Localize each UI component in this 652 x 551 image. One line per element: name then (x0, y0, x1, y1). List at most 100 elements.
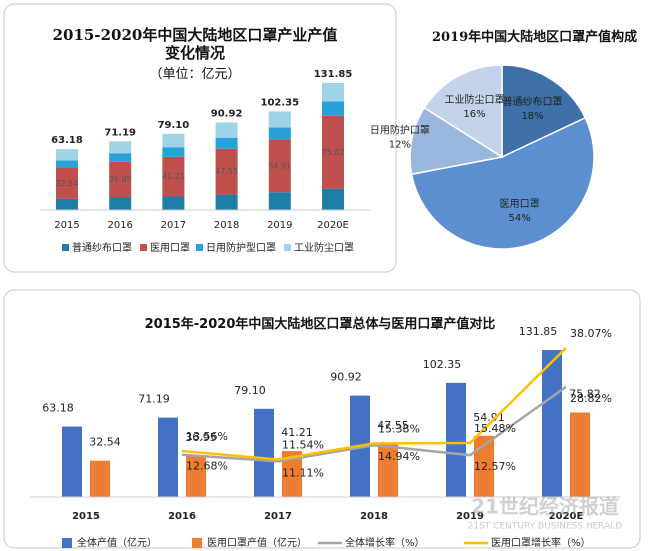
legend-swatch (284, 244, 291, 251)
bar-segment (268, 127, 291, 140)
slice-value: 18% (521, 111, 543, 122)
bar-segment (215, 148, 238, 195)
watermark: 21ST CENTURY BUSINESS HERALD (468, 522, 623, 532)
value-label: 79.10 (234, 384, 266, 397)
x-tick-label: 2016 (107, 220, 132, 231)
segment-label: 36.95 (109, 175, 132, 184)
bar (474, 435, 494, 497)
legend-swatch (192, 538, 202, 548)
bar-segment (215, 137, 238, 149)
value-label: 71.19 (138, 393, 170, 406)
legend-label: 全体增长率（%） (345, 536, 425, 549)
bar (186, 455, 206, 497)
legend-label: 医用口罩产值（亿元） (207, 536, 307, 549)
bar-segment (268, 139, 291, 193)
legend-label: 日用防护型口罩 (206, 241, 276, 254)
bar-segment (162, 147, 185, 157)
legend-swatch (62, 538, 72, 548)
value-label: 75.82 (569, 387, 601, 400)
watermark: 21世纪经济报道 (471, 495, 619, 519)
growth-label: 28.82% (570, 392, 612, 405)
growth-label: 14.94% (378, 450, 420, 463)
legend-swatch (62, 244, 69, 251)
bar-segment (322, 115, 344, 189)
total-label: 131.85 (314, 69, 353, 80)
x-tick-label: 2015 (72, 511, 100, 522)
pie-slice (423, 64, 503, 159)
total-label: 79.10 (158, 120, 190, 131)
total-label: 71.19 (104, 127, 136, 138)
x-tick-label: 2015 (54, 220, 79, 231)
segment-label: 47.55 (215, 167, 238, 176)
segment-label: 32.54 (56, 179, 79, 188)
legend-label: 全体产值（亿元） (77, 536, 157, 549)
growth-label: 11.11% (282, 466, 324, 479)
bar-segment (215, 194, 238, 210)
value-label: 41.21 (281, 426, 313, 439)
legend-swatch (196, 244, 203, 251)
x-tick-label: 2019 (456, 511, 484, 522)
bar-segment (109, 161, 132, 198)
bar-segment (56, 198, 78, 210)
chart-title: 2019年中国大陆地区口罩产值构成 (432, 30, 638, 45)
segment-label: 75.82 (322, 148, 345, 157)
value-label: 36.95 (185, 431, 217, 444)
segment-label: 54.91 (268, 161, 291, 170)
bar-segment (56, 160, 78, 168)
bar-segment (322, 188, 344, 210)
chart-title: 2015-2020年中国大陆地区口罩产业产值变化情况 (52, 26, 338, 62)
total-label: 90.92 (211, 108, 243, 119)
bar-segment (162, 156, 185, 197)
bar (378, 443, 398, 497)
legend-label: 工业防尘口罩 (294, 241, 354, 254)
x-tick-label: 2016 (168, 511, 196, 522)
value-label: 131.85 (519, 325, 558, 338)
value-label: 32.54 (89, 436, 121, 449)
panel (3, 3, 397, 273)
bar-segment (109, 197, 132, 210)
bar (446, 382, 466, 497)
bar (62, 426, 82, 497)
legend-label: 医用口罩增长率（%） (491, 536, 591, 549)
growth-label: 11.54% (282, 438, 324, 451)
growth-label: 12.68% (186, 460, 228, 473)
total-label: 63.18 (51, 135, 83, 146)
legend-swatch (140, 244, 147, 251)
bar-segment (268, 111, 291, 128)
growth-label: 38.07% (570, 327, 612, 340)
legend-label: 医用口罩 (150, 242, 190, 254)
value-label: 54.91 (473, 411, 505, 424)
growth-line (181, 347, 567, 461)
slice-label: 工业防尘口罩 (445, 93, 505, 106)
slice-label: 日用防护口罩 (370, 124, 430, 137)
bar-segment (56, 149, 78, 161)
bar (570, 412, 590, 497)
x-tick-label: 2019 (267, 220, 292, 231)
x-tick-label: 2017 (264, 511, 292, 522)
growth-label: 15.48% (474, 422, 516, 435)
panel (3, 289, 641, 549)
pie-slice (501, 64, 587, 159)
slice-value: 12% (389, 140, 411, 151)
pie-slice (409, 106, 505, 176)
x-tick-label: 2017 (161, 220, 186, 231)
x-tick-label: 2020E (549, 511, 584, 522)
bar-segment (215, 122, 238, 138)
pie-slice (410, 116, 595, 250)
chart-title: 2015年-2020年中国大陆地区口罩总体与医用口罩产值对比 (144, 317, 496, 332)
total-label: 102.35 (261, 97, 300, 108)
value-label: 102.35 (423, 358, 462, 371)
bar-segment (162, 133, 185, 148)
slice-label: 医用口罩 (500, 198, 540, 210)
bar (254, 408, 274, 497)
bar-segment (109, 153, 132, 162)
bar-segment (268, 192, 291, 210)
growth-label: 15.38% (378, 422, 420, 435)
chart-subtitle: （单位：亿元） (149, 67, 241, 82)
bar (90, 460, 110, 497)
legend-label: 普通纱布口罩 (72, 241, 132, 254)
bar-segment (322, 83, 344, 102)
growth-label: 13.56% (186, 430, 228, 443)
